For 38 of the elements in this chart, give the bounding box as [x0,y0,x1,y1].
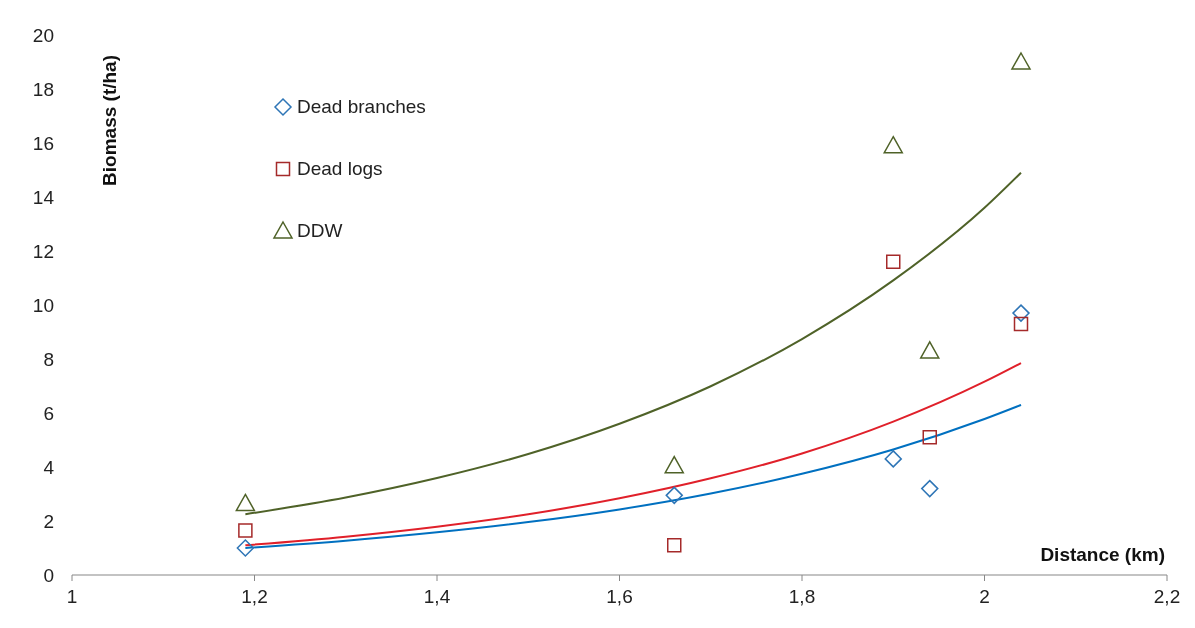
y-tick-label: 12 [32,241,54,262]
x-tick-label: 1,6 [606,586,633,607]
y-tick-label: 16 [32,133,54,154]
point [1011,52,1031,70]
y-tick-label: 8 [43,349,54,370]
point [667,538,682,553]
point [883,135,903,154]
point [236,539,255,557]
legend-label: Dead logs [297,158,383,179]
point [1013,316,1029,332]
point [920,341,940,359]
point [665,486,683,505]
x-tick-label: 1,4 [423,586,451,607]
y-tick-label: 10 [32,295,54,316]
y-tick-label: 4 [43,457,55,478]
y-tick-label: 18 [32,79,54,100]
point [1012,304,1030,322]
point [235,493,256,512]
y-axis-title: Biomass (t/ha) [99,55,120,186]
x-tick-label: 2,2 [1153,586,1181,607]
point [886,254,901,270]
x-axis-title: Distance (km) [1040,544,1165,565]
point [238,523,253,538]
x-tick-label: 1,8 [788,586,816,607]
y-tick-label: 6 [43,403,54,424]
y-tick-label: 14 [32,187,55,208]
y-tick-label: 20 [32,25,54,46]
x-tick-label: 2 [979,586,990,607]
y-tick-label: 0 [43,565,54,586]
legend-label: Dead branches [297,96,426,117]
point [922,430,937,445]
x-tick-label: 1 [66,586,78,607]
y-tick-label: 2 [43,511,54,532]
legend-label: DDW [297,220,343,241]
point [921,479,939,498]
point [884,450,902,468]
point [664,455,684,474]
x-tick-label: 1,2 [241,586,268,607]
